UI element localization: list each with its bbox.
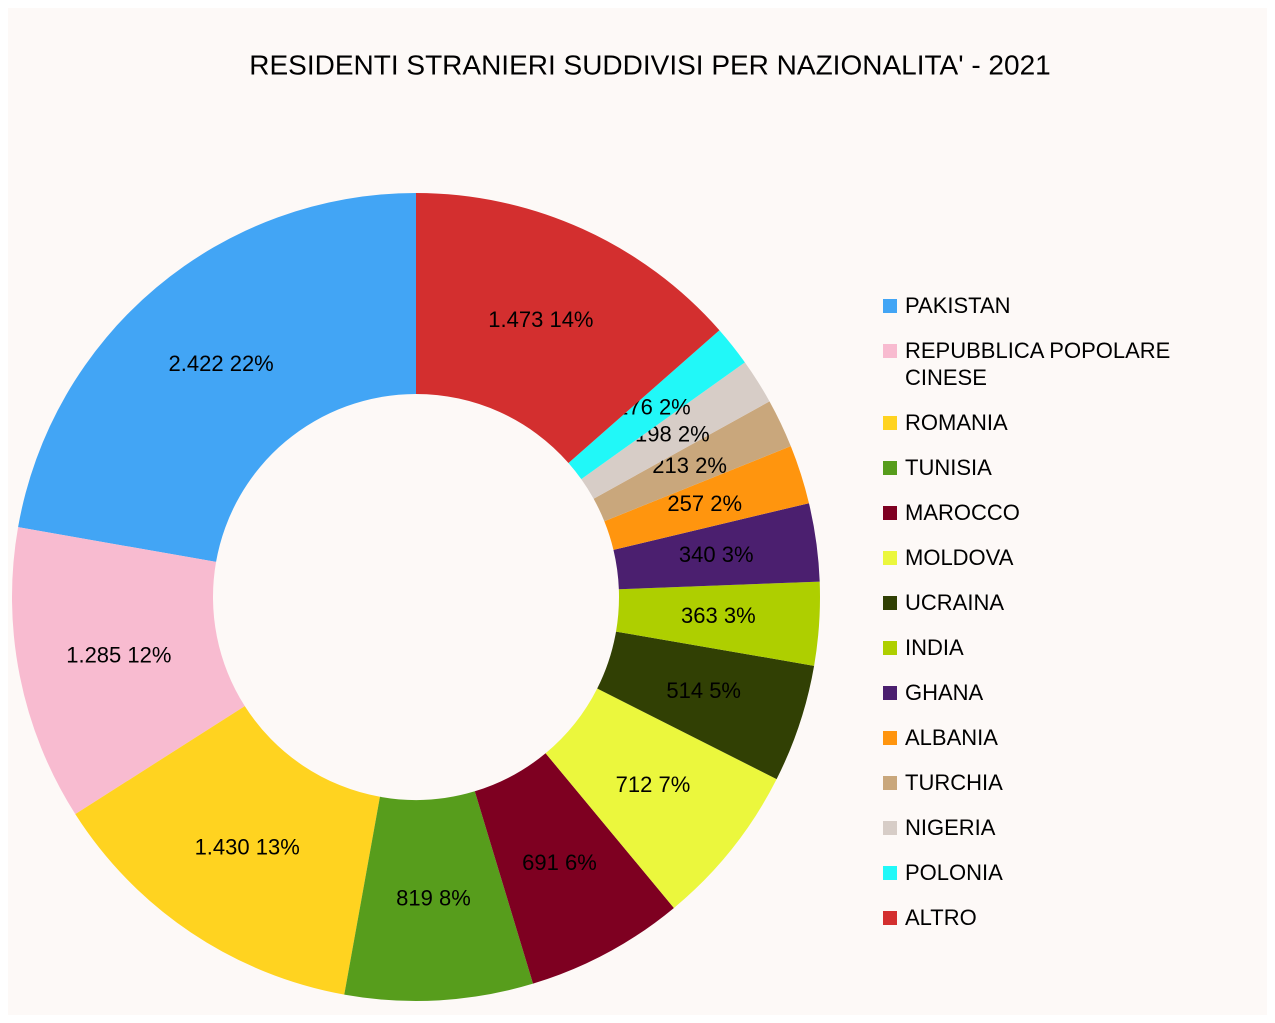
percent-label: 7%	[658, 772, 690, 797]
percent-label: 3%	[724, 603, 756, 628]
legend: PAKISTAN REPUBBLICA POPOLARE CINESE ROMANI…	[883, 292, 1243, 949]
percent-label: 3%	[722, 542, 754, 567]
donut-slice	[581, 362, 770, 499]
legend-item: PAKISTAN	[883, 292, 1243, 319]
donut-slice	[568, 330, 745, 480]
percent-label: 13%	[256, 834, 300, 859]
legend-item: TURCHIA	[883, 769, 1243, 796]
legend-label: MOLDOVA	[905, 545, 1014, 570]
value-label: 2.422	[169, 351, 224, 376]
legend-label: INDIA	[905, 635, 964, 660]
legend-item: INDIA	[883, 634, 1243, 661]
legend-item: REPUBBLICA POPOLARE CINESE	[883, 337, 1243, 391]
data-label: 2.422 22%	[169, 351, 274, 376]
value-label: 340	[679, 542, 716, 567]
percent-label: 12%	[127, 642, 171, 667]
legend-label: MAROCCO	[905, 500, 1020, 525]
legend-item: GHANA	[883, 679, 1243, 706]
value-label: 819	[396, 885, 433, 910]
data-label: 213 2%	[652, 453, 727, 478]
legend-swatch	[883, 641, 897, 655]
legend-swatch	[883, 416, 897, 430]
legend-label: TURCHIA	[905, 770, 1003, 795]
legend-swatch	[883, 821, 897, 835]
percent-label: 5%	[709, 678, 741, 703]
donut-slice	[474, 753, 674, 984]
value-label: 1.430	[195, 834, 250, 859]
donut-slice	[75, 706, 380, 995]
value-label: 363	[681, 603, 718, 628]
data-label: 712 7%	[616, 772, 691, 797]
legend-swatch	[883, 344, 897, 358]
donut-slice	[18, 193, 416, 562]
value-label: 514	[666, 678, 703, 703]
percent-label: 2%	[695, 453, 727, 478]
legend-swatch	[883, 299, 897, 313]
data-label: 514 5%	[666, 678, 741, 703]
donut-slice	[416, 193, 720, 463]
legend-swatch	[883, 596, 897, 610]
legend-swatch	[883, 686, 897, 700]
percent-label: 2%	[659, 395, 691, 420]
data-label: 1.285 12%	[66, 642, 171, 667]
value-label: 1.285	[66, 642, 121, 667]
legend-swatch	[883, 776, 897, 790]
data-label: 691 6%	[522, 850, 597, 875]
value-label: 1.473	[488, 307, 543, 332]
data-label: 257 2%	[667, 491, 742, 516]
legend-label: ALTRO	[905, 905, 977, 930]
data-label: 363 3%	[681, 603, 756, 628]
donut-slice	[597, 631, 815, 780]
legend-item: ALTRO	[883, 904, 1243, 931]
value-label: 257	[667, 491, 704, 516]
donut-slice	[344, 791, 534, 1002]
legend-item: TUNISIA	[883, 454, 1243, 481]
donut-slice	[613, 503, 820, 590]
percent-label: 2%	[678, 421, 710, 446]
legend-label: TUNISIA	[905, 455, 992, 480]
donut-slice	[604, 446, 809, 550]
donut-slice	[616, 581, 820, 666]
legend-item: POLONIA	[883, 859, 1243, 886]
data-label: 1.430 13%	[195, 834, 300, 859]
percent-label: 8%	[439, 885, 471, 910]
percent-label: 2%	[710, 491, 742, 516]
percent-label: 6%	[565, 850, 597, 875]
data-label: 819 8%	[396, 885, 471, 910]
donut-slice	[593, 401, 791, 522]
legend-label: UCRAINA	[905, 590, 1005, 615]
donut-slice	[545, 688, 777, 908]
legend-item: ROMANIA	[883, 409, 1243, 436]
legend-swatch	[883, 461, 897, 475]
legend-label: ALBANIA	[905, 725, 998, 750]
legend-item: MOLDOVA	[883, 544, 1243, 571]
legend-label: ROMANIA	[905, 410, 1008, 435]
legend-swatch	[883, 551, 897, 565]
legend-item: UCRAINA	[883, 589, 1243, 616]
legend-label: NIGERIA	[905, 815, 996, 840]
legend-item: NIGERIA	[883, 814, 1243, 841]
legend-item: ALBANIA	[883, 724, 1243, 751]
legend-swatch	[883, 911, 897, 925]
legend-label: POLONIA	[905, 860, 1003, 885]
data-label: 1.473 14%	[488, 307, 593, 332]
value-label: 712	[616, 772, 653, 797]
data-label: 340 3%	[679, 542, 754, 567]
percent-label: 22%	[230, 351, 274, 376]
donut-slice	[11, 527, 245, 815]
legend-label: GHANA	[905, 680, 984, 705]
legend-label: PAKISTAN	[905, 293, 1011, 318]
legend-swatch	[883, 866, 897, 880]
chart-title: RESIDENTI STRANIERI SUDDIVISI PER NAZION…	[249, 49, 1050, 80]
value-label: 691	[522, 850, 559, 875]
legend-swatch	[883, 731, 897, 745]
legend-swatch	[883, 506, 897, 520]
percent-label: 14%	[549, 307, 593, 332]
legend-item: MAROCCO	[883, 499, 1243, 526]
legend-label: REPUBBLICA POPOLARE CINESE	[905, 338, 1171, 390]
